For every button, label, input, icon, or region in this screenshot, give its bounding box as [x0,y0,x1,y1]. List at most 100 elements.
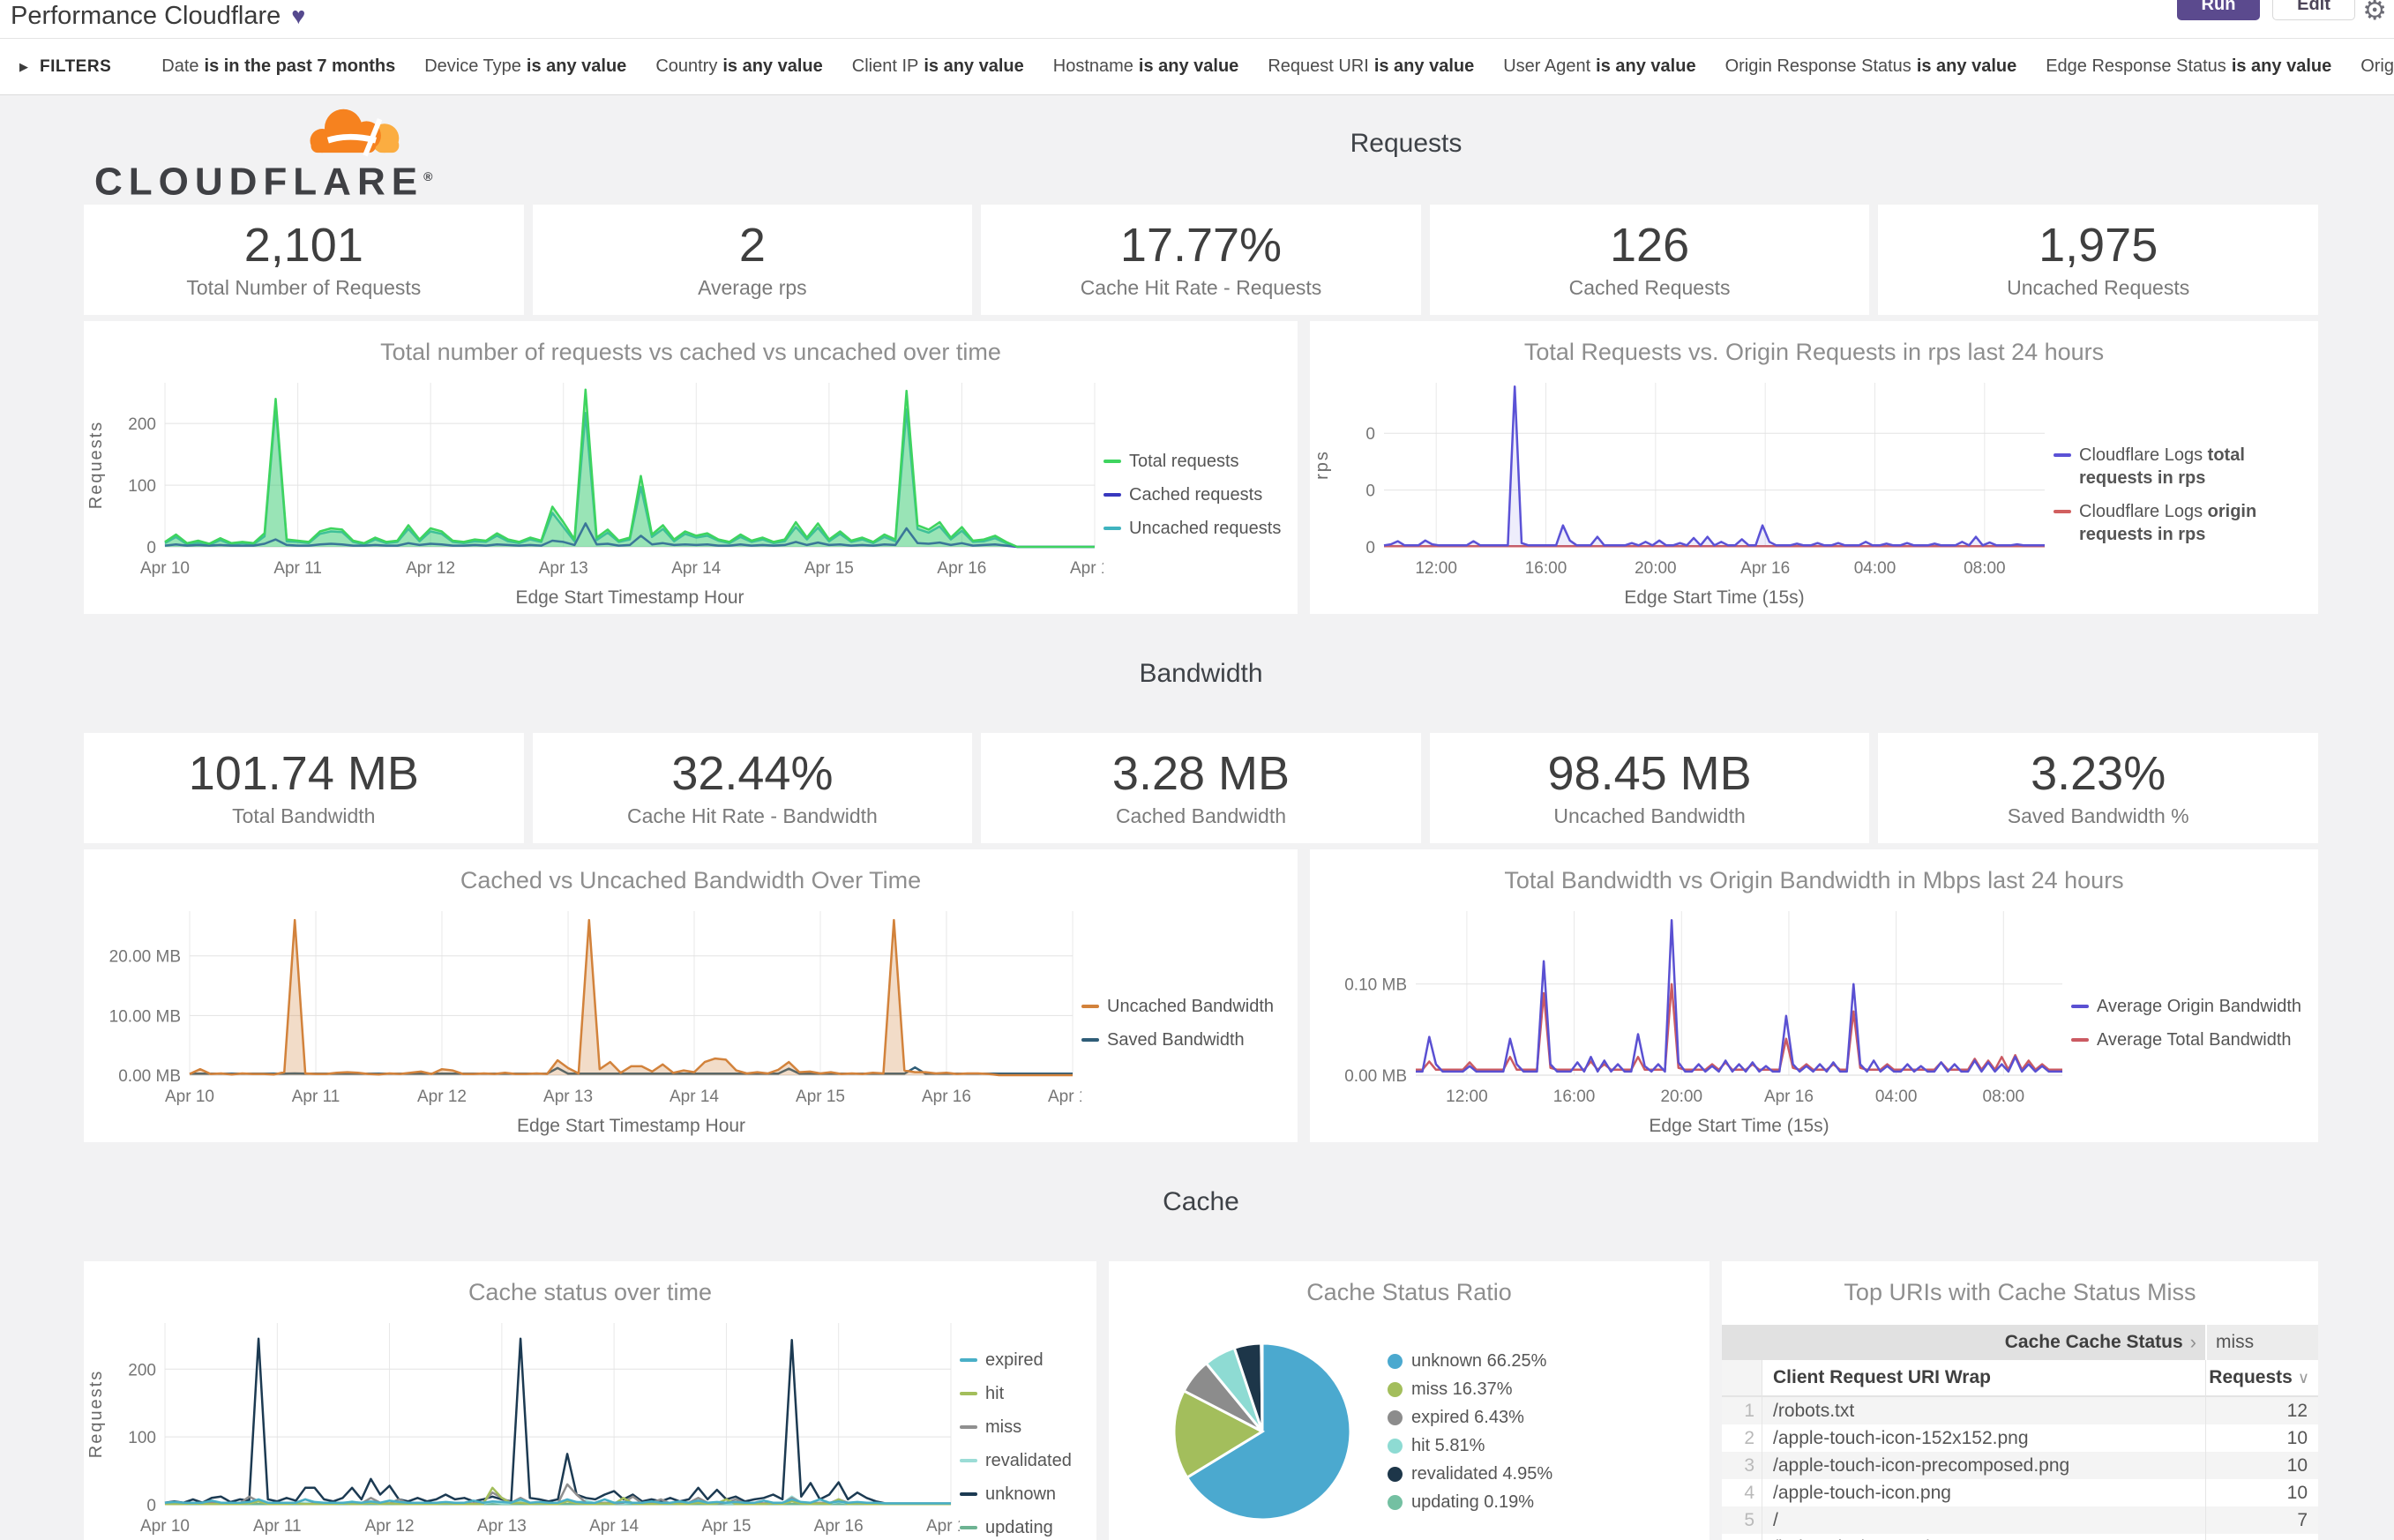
legend-item[interactable]: unknown [960,1483,1088,1506]
edit-button[interactable]: Edit [2272,0,2355,20]
table-header-row: Client Request URI Wrap Requests ∨ [1722,1360,2318,1397]
table-row: 2 /apple-touch-icon-152x152.png 10 [1722,1424,2318,1452]
svg-text:0.00 MB: 0.00 MB [1344,1067,1407,1086]
legend-item[interactable]: Cached requests [1103,483,1289,506]
table-row: 4 /apple-touch-icon.png 10 [1722,1479,2318,1506]
legend-item[interactable]: expired [960,1349,1088,1372]
legend-label: Average Total Bandwidth [2097,1030,2292,1050]
kpi-value: 32.44% [671,747,834,800]
filters-expand-icon[interactable]: ▶ [19,59,28,73]
row-number: 5 [1722,1506,1762,1534]
filter-item[interactable]: Edge Response Status is any value [2046,56,2331,77]
kpi-value: 1,975 [2039,219,2158,272]
legend-label: Uncached requests [1129,519,1282,538]
legend-label: Saved Bandwidth [1107,1030,1245,1050]
legend-item[interactable]: Saved Bandwidth [1081,1028,1289,1051]
legend-item[interactable]: expired 6.43% [1388,1408,1552,1428]
kpi-label: Cache Hit Rate - Bandwidth [626,804,878,827]
chart-plot-cache-status: Apr 10 Apr 11 Apr 12 Apr 13 Apr 14 Apr 15 Apr … [84,1316,976,1540]
legend-item[interactable]: miss 16.37% [1388,1379,1552,1400]
filter-value: is any value [1138,56,1239,76]
column-header-requests[interactable]: Requests ∨ [2205,1360,2318,1395]
svg-text:Apr 16: Apr 16 [814,1517,864,1536]
kpi-value: 2 [738,219,766,272]
legend-label: expired [985,1350,1044,1370]
gear-icon[interactable]: ⚙ [2362,0,2387,26]
kpi-label: Cache Hit Rate - Requests [1080,276,1322,299]
filter-value: is in the past 7 months [204,56,396,76]
row-requests: 7 [2205,1506,2318,1534]
cloudflare-cloud-icon [310,108,400,157]
filter-item[interactable]: Date is in the past 7 months [161,56,395,77]
kpi-tile: 2,101 Total Number of Requests [84,205,524,315]
chart-legend: Total requests Cached requests Uncached … [1103,376,1298,614]
legend-item[interactable]: miss [960,1416,1088,1439]
svg-text:0: 0 [1365,425,1375,444]
svg-text:Apr 16: Apr 16 [1764,1088,1814,1106]
kpi-label: Average rps [698,276,807,299]
filter-item[interactable]: Origin Response Status is any value [1725,56,2017,77]
kpi-tile: 32.44% Cache Hit Rate - Bandwidth [532,733,973,843]
chart-title: Total Bandwidth vs Origin Bandwidth in M… [1504,867,2124,893]
legend-item[interactable]: Total requests [1103,450,1289,473]
filter-value: is any value [526,56,627,76]
svg-text:Apr 17: Apr 17 [1070,559,1103,578]
svg-text:Edge Start Timestamp Hour: Edge Start Timestamp Hour [517,1116,745,1136]
svg-text:10.00 MB: 10.00 MB [109,1007,181,1026]
legend-item[interactable]: Average Origin Bandwidth [2071,995,2309,1018]
svg-text:Apr 10: Apr 10 [140,1517,190,1536]
legend-swatch [1388,1410,1403,1425]
chart-tile-rps-24h: Total Requests vs. Origin Requests in rp… [1310,321,2318,614]
legend-item[interactable]: updating [960,1516,1088,1539]
filter-item[interactable]: Hostname is any value [1053,56,1239,77]
run-button[interactable]: Run [2177,0,2260,20]
legend-swatch [1388,1467,1403,1482]
kpi-label: Cached Requests [1568,276,1731,299]
legend-label: unknown 66.25% [1411,1351,1547,1371]
legend-item[interactable]: revalidated [960,1449,1088,1472]
filter-field: Origin IP [2360,56,2394,76]
legend-item[interactable]: Cloudflare Logs total requests in rps [2054,444,2309,490]
filter-item[interactable]: User Agent is any value [1503,56,1695,77]
filter-field: Date [161,56,199,76]
kpi-tile: 98.45 MB Uncached Bandwidth [1429,733,1870,843]
chart-plot-bandwidth-24h: 12:00 16:00 20:00 Apr 16 04:00 08:00 0.00 MB 0.… [1310,904,2071,1142]
svg-text:Apr 12: Apr 12 [365,1517,415,1536]
legend-label: updating [985,1518,1053,1537]
legend-item[interactable]: updating 0.19% [1388,1492,1552,1513]
filter-field: Hostname [1052,56,1133,76]
chart-plot-bandwidth-over-time: Apr 10 Apr 11 Apr 12 Apr 13 Apr 14 Apr 15 Apr … [84,904,1097,1142]
svg-text:Edge Start Time (15s): Edge Start Time (15s) [1649,1116,1829,1136]
legend-swatch [2054,510,2071,513]
chart-legend: Cloudflare Logs total requests in rps Cl… [2054,376,2318,614]
legend-label: revalidated 4.95% [1411,1464,1553,1484]
legend-item[interactable]: Cloudflare Logs origin requests in rps [2054,500,2309,546]
filter-item[interactable]: Client IP is any value [852,56,1024,77]
filter-item[interactable]: Country is any value [655,56,822,77]
legend-swatch [1081,1038,1099,1042]
svg-text:Edge Start Timestamp Hour: Edge Start Timestamp Hour [515,587,744,608]
kpi-row-bandwidth: 101.74 MB Total Bandwidth 32.44% Cache H… [84,733,2318,843]
legend-label: Cloudflare Logs total requests in rps [2079,445,2245,488]
chart-legend: Average Origin Bandwidth Average Total B… [2071,904,2318,1142]
filter-item[interactable]: Request URI is any value [1268,56,1474,77]
legend-label: miss 16.37% [1411,1379,1513,1399]
legend-item[interactable]: Average Total Bandwidth [2071,1028,2309,1051]
svg-text:Edge Start Time (15s): Edge Start Time (15s) [1624,587,1804,608]
legend-label: revalidated [985,1451,1072,1470]
legend-item[interactable]: Uncached Bandwidth [1081,995,1289,1018]
filter-field: Edge Response Status [2046,56,2226,76]
legend-swatch [960,1425,977,1429]
legend-item[interactable]: revalidated 4.95% [1388,1464,1552,1484]
legend-item[interactable]: Uncached requests [1103,517,1289,540]
column-header-uri[interactable]: Client Request URI Wrap [1773,1367,1991,1387]
filters-label[interactable]: FILTERS [40,56,112,76]
chart-title: Total number of requests vs cached vs un… [380,339,1001,365]
pivot-header[interactable]: Cache Cache Status › [1722,1325,2205,1360]
legend-item[interactable]: unknown 66.25% [1388,1351,1552,1372]
legend-item[interactable]: hit 5.81% [1388,1436,1552,1456]
legend-item[interactable]: hit [960,1382,1088,1405]
filter-item[interactable]: Device Type is any value [424,56,626,77]
legend-label: Cached requests [1129,485,1263,505]
